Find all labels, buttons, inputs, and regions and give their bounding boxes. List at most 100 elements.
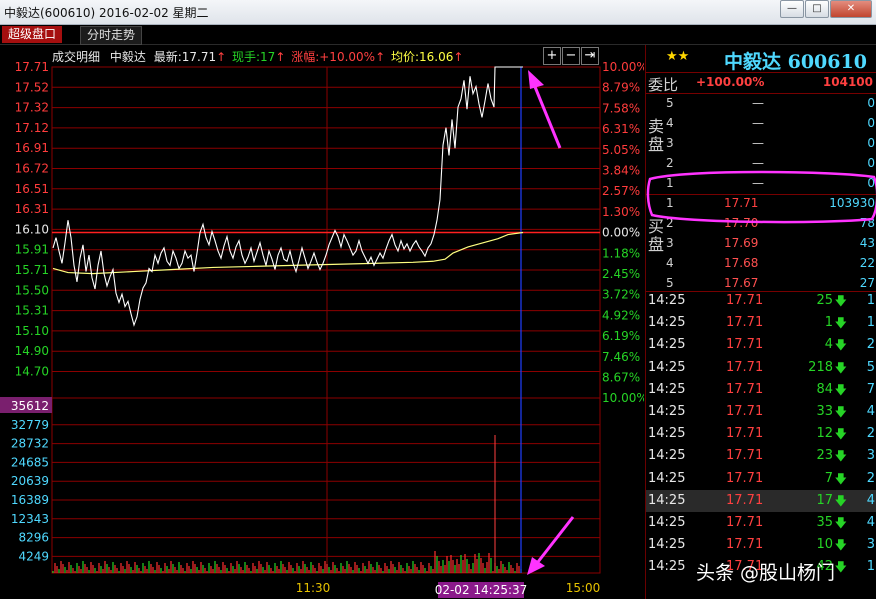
sell-side-label: 卖盘 <box>647 117 664 154</box>
trade-row[interactable]: 14:25 17.71 33 🡇 4 <box>646 401 876 423</box>
trade-count: 5 <box>866 359 875 375</box>
trade-price: 17.71 <box>726 359 764 375</box>
trade-volume: 1 <box>824 315 833 331</box>
down-arrow-icon: 🡇 <box>834 382 847 397</box>
trade-count: 2 <box>866 337 875 353</box>
volume-tick-label: 24685 <box>11 455 49 469</box>
volume-tick-label: 20639 <box>11 474 49 488</box>
price-tick-label: 17.32 <box>15 101 49 115</box>
trade-row[interactable]: 14:25 17.71 12 🡇 2 <box>646 423 876 445</box>
current-volume-value: 17 <box>260 50 276 64</box>
buy-volume: 43 <box>859 236 875 250</box>
trade-volume: 17 <box>816 492 833 508</box>
annotation-arrow <box>532 516 575 568</box>
sell-level: 4 <box>666 116 674 130</box>
trade-volume: 84 <box>816 381 833 397</box>
price-tick-label: 15.91 <box>15 243 49 257</box>
weibi-value: +100.00% <box>696 75 765 89</box>
price-tick-label: 15.10 <box>15 324 49 338</box>
trade-time: 14:25 <box>648 515 686 530</box>
volume-max-highlight <box>0 397 52 413</box>
annotation-arrow <box>529 76 562 149</box>
trade-volume: 35 <box>816 515 833 530</box>
percent-tick-label: 0.00% <box>602 226 640 240</box>
trade-price: 17.71 <box>726 470 764 486</box>
avg-value: 16.06 <box>419 50 454 64</box>
change-label: 涨幅: <box>291 50 320 64</box>
trade-row[interactable]: 14:25 17.71 7 🡇 2 <box>646 468 876 490</box>
annotation-arrow-head <box>528 70 544 89</box>
trade-count: 3 <box>866 537 875 553</box>
tab-super-quote[interactable]: 超级盘口 <box>2 26 63 43</box>
chart-frame <box>51 66 601 574</box>
trade-time: 14:25 <box>648 315 686 331</box>
trade-row[interactable]: 14:25 17.71 10 🡇 3 <box>646 534 876 556</box>
trade-time: 14:25 <box>648 359 686 375</box>
time-label-1500: 15:00 <box>566 581 601 595</box>
expand-button[interactable]: ⇥ <box>581 47 599 65</box>
zoom-out-button[interactable]: − <box>562 47 580 65</box>
trade-price: 17.71 <box>726 315 764 331</box>
latest-label: 最新: <box>153 50 182 64</box>
buy-price: 17.68 <box>724 256 759 270</box>
annotation-arrow-head <box>527 557 545 575</box>
trade-row[interactable]: 14:25 17.71 4 🡇 2 <box>646 334 876 356</box>
down-arrow-icon: 🡇 <box>834 294 847 308</box>
trade-count: 1 <box>866 559 875 575</box>
chart-canvas: 17.71 17.52 17.32 17.12 16.91 16.72 16.51 16.31… <box>0 60 644 598</box>
price-tick-label: 16.10 <box>15 222 49 236</box>
percent-tick-label: 3.72% <box>602 288 640 302</box>
price-tick-label: 16.91 <box>15 141 49 155</box>
percent-tick-label: 3.84% <box>602 164 640 178</box>
tab-intraday-trend[interactable]: 分时走势 <box>80 26 143 45</box>
trade-time: 14:25 <box>648 537 686 553</box>
close-button[interactable]: ✕ <box>830 0 872 18</box>
trade-time: 14:25 <box>648 293 686 308</box>
percent-tick-label: 1.30% <box>602 205 640 219</box>
stock-title: 中毅达 600610 <box>724 51 867 73</box>
trade-row[interactable]: 14:25 17.71 23 🡇 3 <box>646 445 876 467</box>
trade-row[interactable]: 14:25 17.71 17 🡇 4 <box>646 489 876 512</box>
trade-count: 1 <box>866 293 875 308</box>
trade-row[interactable]: 14:25 17.71 42 🡇 1 <box>646 556 876 578</box>
trade-volume: 12 <box>816 426 833 442</box>
price-tick-label: 15.31 <box>15 304 49 318</box>
percent-tick-label: 5.05% <box>602 143 640 157</box>
percent-tick-label: 7.46% <box>602 350 640 364</box>
trade-time: 14:25 <box>648 448 686 464</box>
trade-row[interactable]: 14:25 17.71 1 🡇 1 <box>646 312 876 334</box>
trade-time: 14:25 <box>648 337 686 353</box>
trade-row[interactable]: 14:25 17.71 218 🡇 5 <box>646 357 876 379</box>
highlight-annotation <box>646 170 876 224</box>
avg-label: 均价: <box>390 50 419 64</box>
sell-level: 2 <box>666 156 674 170</box>
trade-count: 4 <box>866 404 875 419</box>
volume-tick-label: 32779 <box>11 418 49 432</box>
latest-value: 17.71 <box>181 50 217 64</box>
tab-bar: 超级盘口 分时走势 <box>0 25 876 45</box>
trade-row[interactable]: 14:25 17.71 25 🡇 1 <box>646 290 876 312</box>
down-arrow-icon: 🡇 <box>834 405 847 419</box>
trade-row[interactable]: 14:25 17.71 84 🡇 7 <box>646 379 876 401</box>
buy-volume: 103930 <box>829 196 875 210</box>
down-arrow-icon: 🡇 <box>834 560 847 575</box>
trade-price: 17.71 <box>726 337 764 353</box>
percent-tick-label: 1.18% <box>602 246 640 260</box>
sell-level: 5 <box>666 96 674 110</box>
percent-tick-label: 10.00% <box>602 391 644 405</box>
price-tick-label: 16.31 <box>15 202 49 216</box>
watermark: 头条 @股山杨门 <box>696 562 836 584</box>
sell-price: — <box>752 156 764 170</box>
trade-time: 14:25 <box>648 492 686 508</box>
zoom-in-button[interactable]: + <box>543 47 561 65</box>
sell-volume: 0 <box>867 176 875 190</box>
buy-level: 1 <box>666 196 674 210</box>
minimize-button[interactable]: — <box>780 0 804 18</box>
average-price-line <box>52 231 524 275</box>
cursor-time-label: 02-02 14:25:37 <box>435 583 528 597</box>
trade-row[interactable]: 14:25 17.71 35 🡇 4 <box>646 512 876 534</box>
restore-button[interactable]: □ <box>805 0 829 18</box>
down-arrow-icon: 🡇 <box>834 516 847 530</box>
percent-tick-label: 2.45% <box>602 267 640 281</box>
cursor-time-highlight <box>438 582 524 598</box>
